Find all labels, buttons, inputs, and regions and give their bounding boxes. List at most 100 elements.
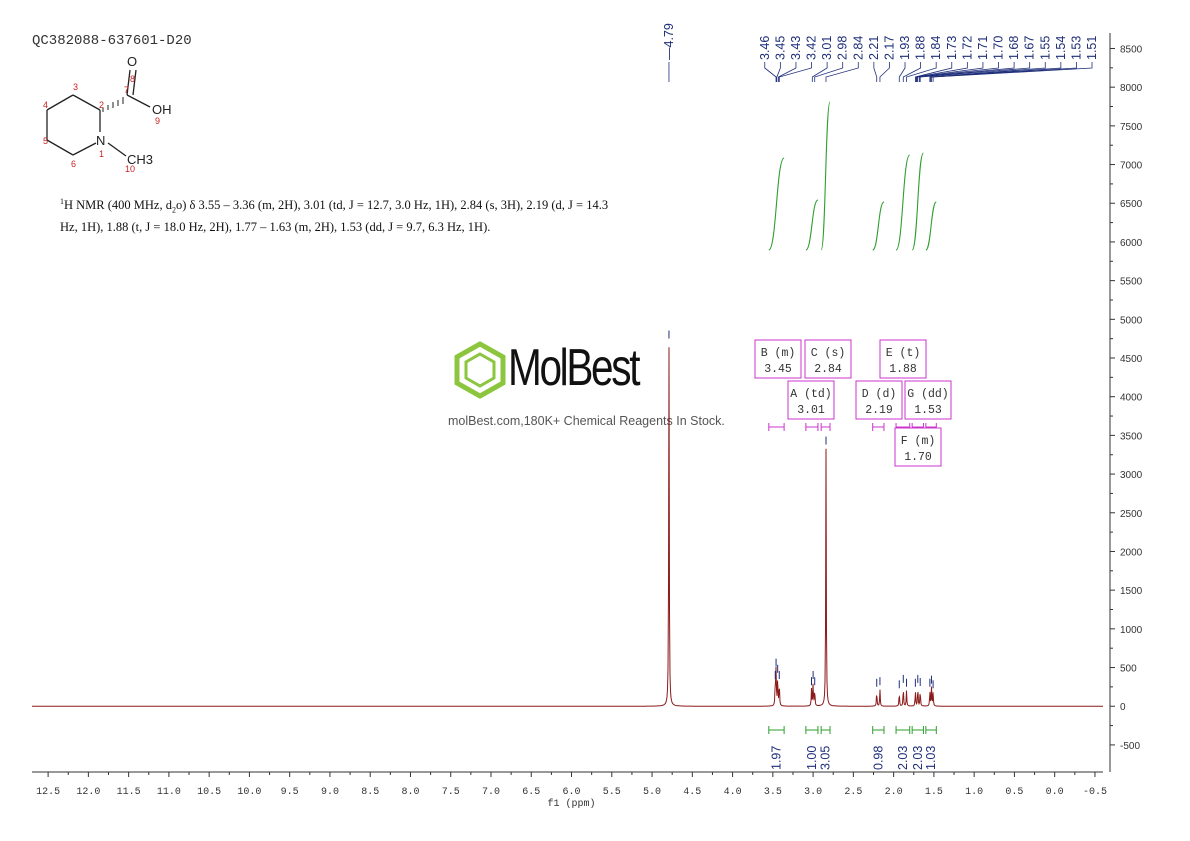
multiplet-shift: 1.70 — [904, 451, 932, 464]
y-tick-label: 4000 — [1120, 393, 1143, 404]
atom-number-1: 1 — [99, 149, 104, 159]
multiplet-shift: 3.01 — [797, 404, 825, 417]
x-tick-label: 3.0 — [804, 787, 822, 798]
peak-label: 1.68 — [1007, 36, 1021, 60]
multiplet-box — [879, 339, 927, 379]
atom-number-6: 6 — [71, 159, 76, 169]
peak-label: 1.51 — [1085, 36, 1099, 60]
y-tick-label: 4500 — [1120, 354, 1143, 365]
integral-curve — [820, 101, 831, 251]
y-tick-label: 5500 — [1120, 277, 1143, 288]
multiplet-box — [754, 339, 802, 379]
y-tick-label: 0 — [1120, 702, 1126, 713]
x-axis-title: f1 (ppm) — [548, 798, 596, 810]
multiplet-label: G (dd) — [907, 388, 948, 401]
watermark-tagline: molBest.com,180K+ Chemical Reagents In S… — [448, 414, 725, 428]
y-tick-label: 8000 — [1120, 83, 1143, 94]
peak-label-leader — [814, 62, 844, 82]
atom-number-10: 10 — [125, 164, 135, 174]
x-tick-label: 2.0 — [885, 787, 903, 798]
peak-label-leader — [811, 62, 828, 82]
atom-number-9: 9 — [155, 116, 160, 126]
x-tick-label: 11.0 — [157, 787, 181, 798]
multiplet-label: A (td) — [790, 388, 831, 401]
y-tick-label: 8500 — [1120, 44, 1143, 55]
peak-label: 3.43 — [789, 36, 803, 60]
multiplet-shift: 1.53 — [914, 404, 942, 417]
x-tick-label: 1.5 — [925, 787, 943, 798]
y-tick-label: 1000 — [1120, 625, 1143, 636]
y-tick-label: 3500 — [1120, 431, 1143, 442]
peak-label: —4.79 — [662, 23, 676, 60]
integral-curve — [911, 152, 924, 251]
y-tick-label: 7500 — [1120, 122, 1143, 133]
peak-label: 2.84 — [851, 36, 865, 60]
atom-number-8: 8 — [130, 74, 135, 84]
peak-label: 1.70 — [992, 36, 1006, 60]
peak-label: 1.73 — [945, 36, 959, 60]
integral-value: 1.00 — [805, 746, 819, 770]
peak-label-leader — [919, 62, 1031, 82]
multiplet-shift: 2.19 — [865, 404, 893, 417]
x-tick-label: 6.0 — [563, 787, 581, 798]
multiplet-box — [894, 427, 942, 467]
x-tick-label: 6.5 — [522, 787, 540, 798]
integral-value: 0.98 — [871, 746, 885, 770]
integral-value: 1.03 — [924, 746, 938, 770]
peak-label: 1.67 — [1023, 36, 1037, 60]
x-tick-label: 7.5 — [442, 787, 460, 798]
multiplet-shift: 3.45 — [764, 363, 792, 376]
peak-label-leader — [778, 62, 812, 82]
x-tick-label: 7.0 — [482, 787, 500, 798]
x-tick-label: 9.0 — [321, 787, 339, 798]
peak-label: 1.72 — [960, 36, 974, 60]
peak-label: 2.98 — [836, 36, 850, 60]
x-tick-label: 5.5 — [603, 787, 621, 798]
peak-label: 3.42 — [805, 36, 819, 60]
peak-label-leader — [930, 62, 1062, 82]
peak-label: 3.01 — [820, 36, 834, 60]
peak-label-leader — [898, 62, 906, 82]
x-tick-label: 4.0 — [724, 787, 742, 798]
x-tick-label: 8.5 — [361, 787, 379, 798]
x-tick-label: 12.5 — [36, 787, 60, 798]
integral-value: 2.03 — [896, 746, 910, 770]
x-tick-label: 12.0 — [76, 787, 100, 798]
y-tick-label: 6000 — [1120, 238, 1143, 249]
spectrum-trace — [32, 347, 1103, 707]
x-tick-label: 3.5 — [764, 787, 782, 798]
x-tick-label: 8.0 — [401, 787, 419, 798]
peak-label: 1.88 — [914, 36, 928, 60]
peak-label-leader — [776, 62, 781, 82]
integral-curve — [768, 157, 785, 251]
peak-label: 3.46 — [758, 36, 772, 60]
multiplet-label: B (m) — [761, 347, 796, 360]
peak-label-leader — [764, 62, 777, 82]
nmr-description: 1H NMR (400 MHz, d2o) δ 3.55 – 3.36 (m, … — [60, 197, 609, 234]
peak-label-leader — [929, 62, 1046, 82]
atom-number-5: 5 — [43, 136, 48, 146]
peak-label: 1.84 — [929, 36, 943, 60]
x-tick-label: 2.5 — [844, 787, 862, 798]
multiplet-label: F (m) — [901, 435, 936, 448]
peak-label: 2.17 — [882, 36, 896, 60]
x-tick-label: 10.0 — [237, 787, 261, 798]
x-tick-label: 0.0 — [1046, 787, 1064, 798]
peak-label-leader — [778, 62, 797, 82]
molecule-structure: O OH N CH3 1 2 3 4 5 6 7 8 9 10 — [43, 54, 172, 174]
y-tick-label: 2500 — [1120, 509, 1143, 520]
peak-label-leader — [902, 62, 922, 82]
peak-label: 1.55 — [1038, 36, 1052, 60]
atom-number-7: 7 — [124, 85, 129, 95]
integral-curve — [872, 201, 885, 251]
y-tick-label: 500 — [1120, 664, 1137, 675]
peak-label-leader — [915, 62, 968, 82]
peak-label-leader — [931, 62, 1077, 82]
peak-label-leader — [932, 62, 1093, 82]
y-tick-label: 5000 — [1120, 315, 1143, 326]
multiplet-label: C (s) — [811, 347, 846, 360]
x-tick-label: -0.5 — [1083, 787, 1107, 798]
atom-hydroxyl: OH — [152, 102, 172, 117]
peak-label: 3.45 — [773, 36, 787, 60]
multiplet-shift: 2.84 — [814, 363, 842, 376]
